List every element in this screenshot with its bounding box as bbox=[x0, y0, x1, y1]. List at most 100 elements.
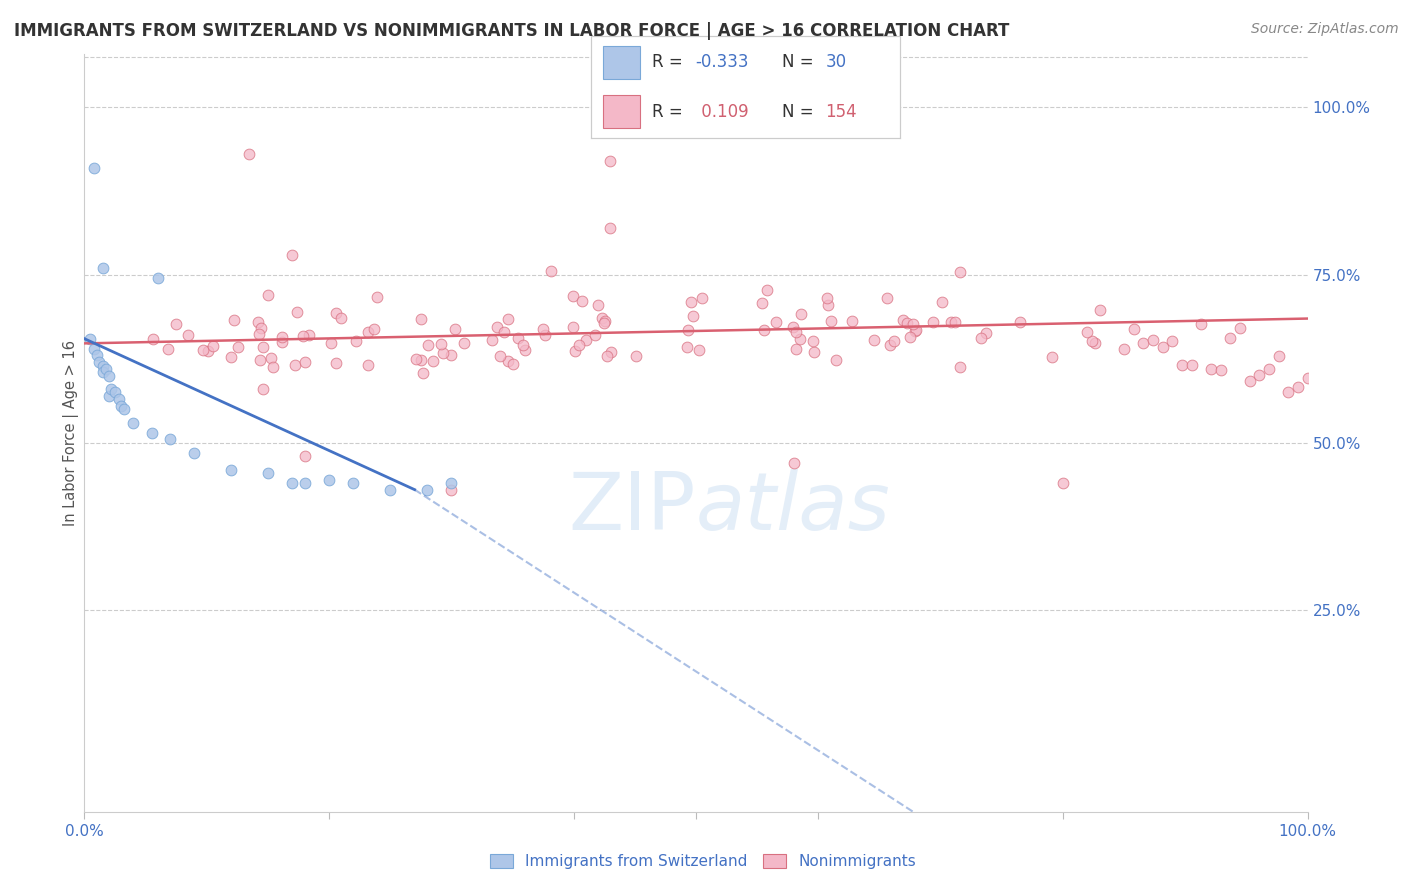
Point bbox=[879, 338, 901, 352]
Point bbox=[896, 317, 918, 331]
Point bbox=[1181, 358, 1204, 372]
Point bbox=[592, 316, 614, 330]
Point bbox=[107, 392, 129, 406]
Text: 0.109: 0.109 bbox=[696, 103, 748, 120]
Point bbox=[440, 483, 463, 497]
Point bbox=[285, 305, 308, 319]
Point bbox=[1152, 340, 1174, 354]
Point bbox=[679, 295, 702, 310]
Point bbox=[820, 314, 842, 328]
Text: ZIP: ZIP bbox=[568, 469, 696, 548]
Point bbox=[931, 295, 953, 310]
Point bbox=[676, 323, 699, 337]
Point bbox=[901, 318, 924, 332]
Point bbox=[104, 385, 127, 400]
Point bbox=[1076, 325, 1098, 339]
Point bbox=[1267, 349, 1289, 363]
Point bbox=[363, 322, 385, 336]
Point bbox=[531, 322, 554, 336]
Point bbox=[891, 313, 914, 327]
Point bbox=[898, 329, 921, 343]
Text: 30: 30 bbox=[825, 54, 846, 71]
Point bbox=[260, 351, 283, 365]
Point bbox=[292, 328, 315, 343]
Point bbox=[1122, 322, 1144, 336]
Point bbox=[238, 147, 260, 161]
Point bbox=[1084, 336, 1107, 351]
Point bbox=[682, 309, 704, 323]
Point bbox=[1249, 368, 1271, 382]
Point bbox=[87, 355, 110, 369]
Point bbox=[1142, 333, 1164, 347]
Point bbox=[429, 336, 451, 351]
Point bbox=[97, 368, 120, 383]
Point bbox=[1161, 334, 1184, 349]
Text: -0.333: -0.333 bbox=[696, 54, 749, 71]
Point bbox=[508, 331, 530, 345]
Point bbox=[366, 290, 388, 304]
Point bbox=[177, 327, 200, 342]
Point bbox=[110, 399, 132, 413]
Point bbox=[1171, 358, 1194, 372]
Point bbox=[1052, 475, 1074, 490]
Point bbox=[765, 315, 787, 329]
Point bbox=[344, 334, 367, 348]
Point bbox=[91, 365, 114, 379]
Point bbox=[409, 311, 432, 326]
Point bbox=[676, 340, 699, 354]
Point bbox=[91, 359, 114, 373]
Point bbox=[785, 325, 807, 339]
Text: atlas: atlas bbox=[696, 469, 891, 548]
Point bbox=[271, 330, 294, 344]
Point bbox=[294, 355, 316, 369]
Point bbox=[319, 335, 342, 350]
Point bbox=[755, 283, 778, 297]
Point bbox=[904, 323, 927, 337]
Point bbox=[1277, 385, 1299, 400]
Text: R =: R = bbox=[652, 103, 689, 120]
Point bbox=[1239, 374, 1261, 388]
Point bbox=[591, 310, 613, 325]
Point bbox=[540, 264, 562, 278]
Point bbox=[86, 348, 108, 362]
Point bbox=[247, 327, 270, 342]
Point bbox=[512, 337, 534, 351]
Point bbox=[481, 333, 503, 347]
Point bbox=[1209, 363, 1232, 377]
Point bbox=[281, 248, 304, 262]
Point bbox=[688, 343, 710, 357]
Point bbox=[432, 346, 454, 360]
Point bbox=[257, 288, 280, 302]
Point bbox=[817, 298, 839, 312]
Point bbox=[342, 475, 364, 490]
Point bbox=[246, 315, 269, 329]
Legend: Immigrants from Switzerland, Nonimmigrants: Immigrants from Switzerland, Nonimmigran… bbox=[484, 847, 922, 875]
Point bbox=[783, 456, 806, 470]
Point bbox=[600, 345, 623, 359]
Point bbox=[1296, 370, 1319, 384]
Point bbox=[904, 324, 927, 338]
Point bbox=[1081, 334, 1104, 349]
Point bbox=[165, 317, 187, 331]
Point bbox=[422, 353, 444, 368]
Point bbox=[221, 351, 243, 365]
Point bbox=[593, 314, 616, 328]
Point bbox=[380, 483, 402, 497]
Point bbox=[498, 312, 520, 326]
Point bbox=[492, 326, 515, 340]
Point bbox=[586, 298, 609, 312]
Point bbox=[294, 449, 316, 463]
Bar bbox=[603, 95, 640, 128]
Point bbox=[571, 294, 593, 309]
Point bbox=[1090, 303, 1112, 318]
Point bbox=[146, 271, 169, 285]
Point bbox=[1286, 379, 1309, 393]
Text: Source: ZipAtlas.com: Source: ZipAtlas.com bbox=[1251, 22, 1399, 37]
Point bbox=[974, 326, 997, 341]
Point bbox=[191, 343, 214, 357]
Point bbox=[249, 352, 271, 367]
Point bbox=[568, 338, 591, 352]
Point bbox=[1229, 321, 1251, 335]
Point bbox=[440, 348, 463, 362]
Point bbox=[356, 325, 378, 339]
